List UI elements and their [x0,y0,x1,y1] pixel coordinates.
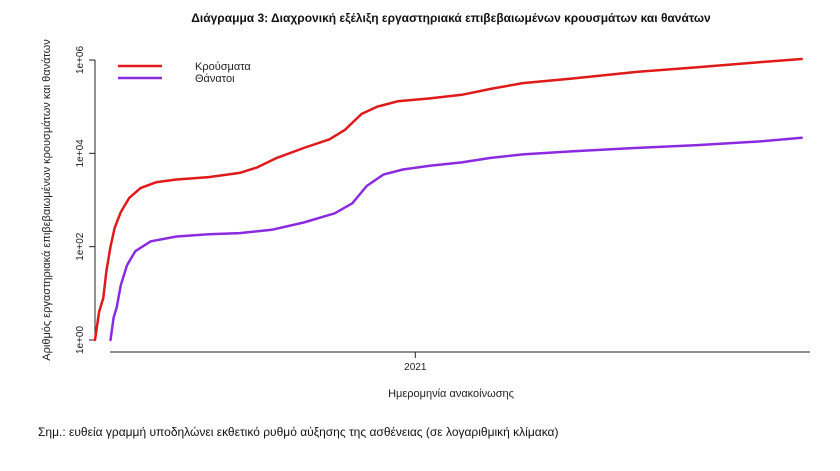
x-tick-label-0: 2021 [404,362,427,373]
footnote: Σημ.: ευθεία γραμμή υποδηλώνει εκθετικό … [38,425,559,439]
legend-label-1: Θάνατοι [195,73,235,85]
y-tick-label-1: 1e+02 [75,232,86,261]
y-tick-label-3: 1e+06 [75,46,86,75]
chart-title: Διάγραμμα 3: Διαχρονική εξέλιξη εργαστηρ… [191,11,711,25]
y-axis-label: Αριθμός εργαστηριακά επιβεβαιωμένων κρου… [41,39,53,361]
y-tick-label-0: 1e+00 [75,326,86,355]
x-axis-label: Ημερομηνία ανακοίνωσης [388,388,514,400]
series-line-1 [109,136,803,342]
series-line-0 [93,57,803,342]
y-tick-label-2: 1e+04 [75,139,86,168]
legend-label-0: Κρούσματα [195,61,251,73]
